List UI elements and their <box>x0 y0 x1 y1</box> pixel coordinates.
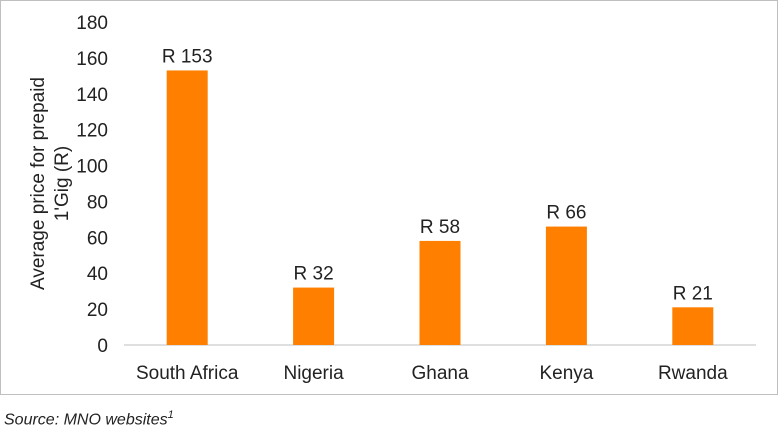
category-label: Kenya <box>539 363 593 384</box>
y-tick-label: 100 <box>76 157 108 178</box>
y-tick-label: 40 <box>87 264 108 285</box>
bar <box>419 240 461 345</box>
category-label: Ghana <box>411 363 468 384</box>
y-tick-label: 120 <box>76 121 108 142</box>
data-label: R 153 <box>162 46 213 67</box>
y-tick-label: 160 <box>76 49 108 70</box>
y-tick-label: 80 <box>87 192 108 213</box>
y-tick-labels: 0 20 40 60 80 100 120 140 160 180 <box>76 13 108 357</box>
y-tick-label: 60 <box>87 228 108 249</box>
y-tick-label: 0 <box>97 336 108 357</box>
source-note: Source: MNO websites1 <box>4 409 174 429</box>
y-axis-title-line: Average price for prepaid <box>28 77 49 290</box>
source-text: Source: MNO websites <box>4 411 168 429</box>
data-label: R 21 <box>673 283 713 304</box>
y-tick-label: 20 <box>87 300 108 321</box>
bar <box>166 70 208 345</box>
data-labels: R 153 R 32 R 58 R 66 R 21 <box>162 46 713 304</box>
chart-frame <box>0 0 778 395</box>
data-label: R 32 <box>294 264 334 285</box>
bar-chart: Average price for prepaid 1'Gig (R) 0 20 40… <box>28 13 756 384</box>
category-label: South Africa <box>136 363 239 384</box>
footnote-superscript: 1 <box>167 409 174 421</box>
category-label: Nigeria <box>283 363 344 384</box>
y-axis-title-line: 1'Gig (R) <box>52 146 73 221</box>
bars <box>166 70 714 345</box>
y-tick-label: 180 <box>76 13 108 34</box>
bar <box>545 226 587 345</box>
category-labels: South Africa Nigeria Ghana Kenya Rwanda <box>136 363 728 384</box>
data-label: R 58 <box>420 217 460 238</box>
bar <box>293 287 335 345</box>
bar <box>672 307 714 345</box>
y-tick-label: 140 <box>76 85 108 106</box>
category-label: Rwanda <box>658 363 728 384</box>
y-axis-title: Average price for prepaid 1'Gig (R) <box>28 77 73 290</box>
data-label: R 66 <box>546 203 586 224</box>
